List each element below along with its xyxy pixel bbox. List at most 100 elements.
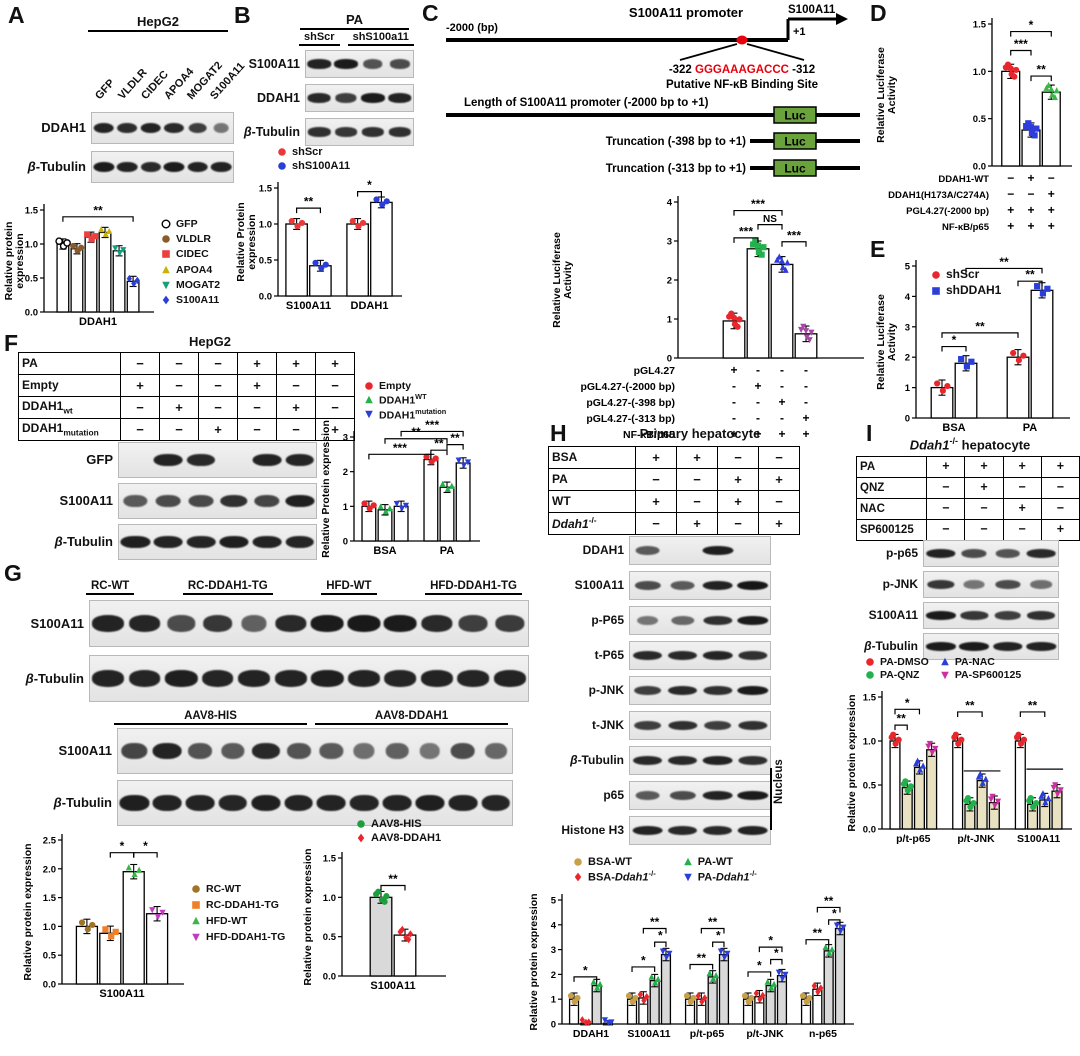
svg-text:-: - xyxy=(780,379,784,393)
blot-band xyxy=(347,670,380,687)
svg-text:NF-κB/p65: NF-κB/p65 xyxy=(623,429,675,441)
panel-g-blot-1: S100A11 β-Tubulin xyxy=(0,600,529,710)
blot-row: p-P65 xyxy=(548,606,771,635)
svg-text:2: 2 xyxy=(905,353,910,364)
svg-text:**: ** xyxy=(896,712,906,726)
panel-c-label: C xyxy=(422,0,439,26)
svg-text:PA: PA xyxy=(440,545,455,557)
svg-text:2.5: 2.5 xyxy=(43,836,57,847)
blot-row-label: t-JNK xyxy=(592,718,624,733)
blot-band xyxy=(347,615,381,632)
svg-text:1.0: 1.0 xyxy=(323,893,336,904)
blot-row: S100A11 xyxy=(856,602,1059,629)
svg-text:0.0: 0.0 xyxy=(973,162,986,173)
svg-text:*: * xyxy=(952,333,957,347)
condition-sign: + xyxy=(120,374,160,397)
blot-band xyxy=(187,161,209,173)
blot-row-label: β-Tubulin xyxy=(53,795,112,811)
condition-sign: + xyxy=(676,512,718,535)
panel-d-label: D xyxy=(870,0,887,26)
blot-band xyxy=(363,59,383,69)
blot-band xyxy=(495,615,525,632)
svg-text:0: 0 xyxy=(667,354,672,365)
blot-row-label: GFP xyxy=(86,452,113,468)
svg-text:DDAH1-WT: DDAH1-WT xyxy=(938,174,989,185)
svg-text:***: *** xyxy=(739,224,753,238)
svg-text:0.5: 0.5 xyxy=(973,114,987,125)
legend-item: VLDLR xyxy=(160,233,220,245)
svg-text:DDAH1: DDAH1 xyxy=(79,316,117,328)
panel-c-promoter-diagram: S100A11 promoter -2000 (bp) S100A11 +1 -322 … xyxy=(444,4,880,187)
blot-band xyxy=(415,795,445,811)
blot-band xyxy=(238,670,271,687)
blot-band xyxy=(219,535,249,549)
condition-sign: − xyxy=(635,468,677,491)
condition-row: WT + − + − xyxy=(548,490,800,513)
condition-row: DDAH1wt − + − − + − xyxy=(18,396,355,419)
svg-text:pGL4.27-(-2000 bp): pGL4.27-(-2000 bp) xyxy=(580,381,675,393)
condition-sign: + xyxy=(159,396,199,419)
svg-text:0: 0 xyxy=(905,414,910,425)
legend-item: RC-DDAH1-TG xyxy=(190,899,285,911)
svg-text:**: ** xyxy=(93,203,103,217)
panel-h-title: Primary hepatocyte xyxy=(639,426,761,441)
panel-h-blot: DDAH1 S100A11 p-P65 t-P65 p-JNK t-JNK β-Tubuli… xyxy=(548,536,771,851)
blot-band xyxy=(737,720,768,731)
condition-sign: − xyxy=(237,396,277,419)
group-label: HFD-DDAH1-TG xyxy=(425,580,522,595)
svg-text:Relative Luciferase: Relative Luciferase xyxy=(875,47,887,143)
svg-text:0.0: 0.0 xyxy=(863,825,876,836)
svg-text:2.0: 2.0 xyxy=(43,864,56,875)
svg-text:S100A11: S100A11 xyxy=(627,1028,670,1040)
bar xyxy=(112,250,126,313)
blot-band xyxy=(420,670,453,687)
svg-text:−: − xyxy=(1007,187,1014,201)
condition-sign: + xyxy=(237,352,277,375)
bar xyxy=(1041,91,1061,167)
condition-sign: + xyxy=(237,374,277,397)
blot-lane-box xyxy=(923,602,1059,629)
blot-band xyxy=(995,549,1020,558)
svg-text:+: + xyxy=(778,427,785,441)
blot-band xyxy=(1026,549,1056,558)
condition-sign: + xyxy=(1002,456,1042,478)
chart-svg: Relative protein expression 012345*******… xyxy=(528,893,854,1040)
condition-sign: + xyxy=(1040,456,1080,478)
lane-label: GFP xyxy=(92,77,117,102)
blot-band xyxy=(960,611,988,620)
svg-text:pGL4.27-(-313 bp): pGL4.27-(-313 bp) xyxy=(586,413,675,425)
condition-label: NAC xyxy=(855,498,928,520)
legend-item: CIDEC xyxy=(160,248,220,260)
blot-band xyxy=(119,795,149,811)
svg-text:Length of S100A11 promoter (-2: Length of S100A11 promoter (-2000 bp to … xyxy=(464,97,709,109)
blot-row-label: β-Tubulin xyxy=(25,670,84,686)
bar xyxy=(1014,740,1026,830)
blot-lane-box xyxy=(117,728,513,774)
blot-band xyxy=(121,743,148,759)
condition-sign: + xyxy=(964,456,1004,478)
blot-lane-box xyxy=(89,600,529,647)
blot-row-label: p-JNK xyxy=(588,683,624,698)
condition-row: Ddah1-/- − + − + xyxy=(548,512,800,535)
condition-sign: + xyxy=(635,490,677,513)
condition-sign: − xyxy=(758,446,800,469)
bar xyxy=(455,462,471,542)
blot-band xyxy=(1026,642,1056,651)
svg-text:1.5: 1.5 xyxy=(43,893,57,904)
blot-band xyxy=(201,670,234,687)
bar xyxy=(1006,356,1030,419)
blot-lane-box xyxy=(91,151,234,183)
condition-row: SP600125− − − + xyxy=(855,519,1080,541)
blot-band xyxy=(634,580,661,591)
legend-item: PA-QNZ xyxy=(864,669,929,681)
blot-lane-box xyxy=(305,118,414,146)
blot-band xyxy=(187,453,216,467)
blot-band xyxy=(670,615,695,626)
blot-band xyxy=(419,743,441,759)
svg-text:***: *** xyxy=(1014,37,1028,51)
condition-label: DDAH1mutation xyxy=(18,418,121,441)
chart-svg: Relative Luciferase Activity 0 1 2 3 4 *** NS ***… xyxy=(551,196,864,441)
legend-item: APOA4 xyxy=(160,264,220,276)
blot-band xyxy=(457,670,490,687)
panel-g-group-header-2: AAV8-HIS AAV8-DDAH1 xyxy=(114,710,508,725)
